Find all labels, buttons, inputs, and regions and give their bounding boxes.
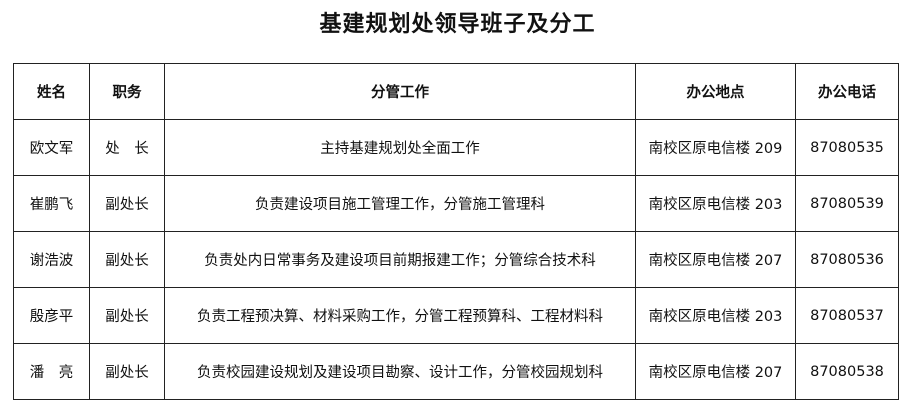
header-responsibilities: 分管工作 [164,63,636,120]
page-title: 基建规划处领导班子及分工 [319,11,596,37]
cell-office-phone: 87080535 [795,119,899,176]
header-office-location: 办公地点 [635,63,796,120]
header-name: 姓名 [13,63,90,120]
cell-name: 崔鹏飞 [13,175,90,232]
cell-responsibilities: 主持基建规划处全面工作 [164,119,636,176]
cell-responsibilities: 负责工程预决算、材料采购工作，分管工程预算科、工程材料科 [164,287,636,344]
cell-position: 副处长 [89,231,165,288]
table-row: 欧文军处 长主持基建规划处全面工作 南校区原电信楼 209 87080535 [13,119,899,176]
table-row: 潘 亮副处长 负责校园建设规划及建设项目勘察、设计工作，分管校园规划科 南校区原电信… [13,343,899,400]
leadership-table: 姓名 职务 分管工作 办公地点 办公电话 欧文军处 长主持基建规划处全面工作 南校… [13,63,899,400]
cell-name: 潘 亮 [13,343,90,400]
cell-name: 殷彦平 [13,287,90,344]
cell-responsibilities: 负责建设项目施工管理工作，分管施工管理科 [164,175,636,232]
cell-office-phone: 87080538 [795,343,899,400]
header-office-phone: 办公电话 [795,63,899,120]
cell-name: 欧文军 [13,119,90,176]
table-row: 崔鹏飞 副处长 负责建设项目施工管理工作，分管施工管理科 南校区原电信楼 203 870… [13,175,899,232]
cell-position: 副处长 [89,343,165,400]
cell-office-location: 南校区原电信楼 203 [635,175,796,232]
cell-office-location: 南校区原电信楼 207 [635,231,796,288]
cell-office-location: 南校区原电信楼 203 [635,287,796,344]
cell-name: 谢浩波 [13,231,90,288]
table-row: 谢浩波 副处长 负责处内日常事务及建设项目前期报建工作；分管综合技术科 南校区原电信楼… [13,231,899,288]
cell-position: 副处长 [89,175,165,232]
header-position: 职务 [89,63,165,120]
table-row: 殷彦平 副处长 负责工程预决算、材料采购工作，分管工程预算科、工程材料科 南校区原电信… [13,287,899,344]
cell-office-location: 南校区原电信楼 209 [635,119,796,176]
cell-responsibilities: 负责处内日常事务及建设项目前期报建工作；分管综合技术科 [164,231,636,288]
cell-responsibilities: 负责校园建设规划及建设项目勘察、设计工作，分管校园规划科 [164,343,636,400]
cell-office-phone: 87080536 [795,231,899,288]
table-header-row: 姓名 职务 分管工作 办公地点 办公电话 [13,63,899,120]
cell-position: 处 长 [89,119,165,176]
cell-office-phone: 87080537 [795,287,899,344]
cell-office-location: 南校区原电信楼 207 [635,343,796,400]
cell-position: 副处长 [89,287,165,344]
cell-office-phone: 87080539 [795,175,899,232]
